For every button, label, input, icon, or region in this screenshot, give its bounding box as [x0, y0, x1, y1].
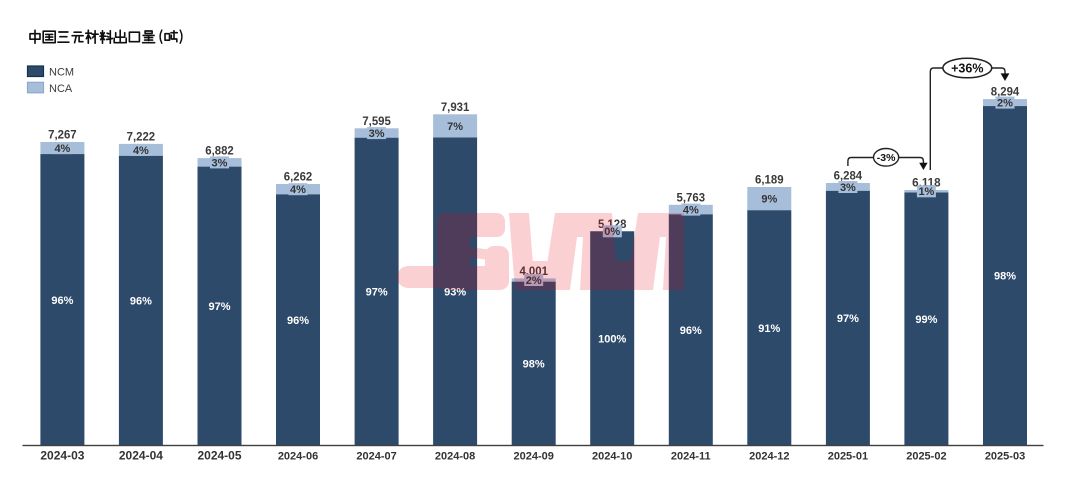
svg-text:2%: 2% — [997, 98, 1013, 110]
svg-text:97%: 97% — [837, 313, 859, 325]
svg-text:96%: 96% — [51, 295, 73, 307]
svg-text:100%: 100% — [598, 333, 626, 345]
svg-text:2024-05: 2024-05 — [197, 449, 241, 463]
svg-text:2024-07: 2024-07 — [356, 451, 396, 463]
svg-text:7%: 7% — [447, 121, 463, 133]
svg-text:97%: 97% — [208, 301, 230, 313]
svg-text:2024-03: 2024-03 — [40, 449, 84, 463]
svg-text:6,284: 6,284 — [834, 171, 863, 183]
svg-text:96%: 96% — [287, 315, 309, 327]
svg-text:0%: 0% — [604, 226, 620, 238]
svg-text:NCM: NCM — [49, 67, 74, 79]
svg-text:6,262: 6,262 — [284, 172, 313, 184]
svg-text:2025-02: 2025-02 — [906, 451, 946, 463]
svg-text:96%: 96% — [680, 325, 702, 337]
svg-text:7,931: 7,931 — [441, 102, 470, 114]
svg-text:96%: 96% — [130, 296, 152, 308]
svg-text:2025-01: 2025-01 — [828, 451, 868, 463]
svg-text:7,222: 7,222 — [127, 132, 156, 144]
svg-text:99%: 99% — [915, 314, 937, 326]
svg-text:91%: 91% — [758, 323, 780, 335]
svg-text:2024-08: 2024-08 — [435, 451, 475, 463]
svg-text:93%: 93% — [444, 286, 466, 298]
svg-text:2024-06: 2024-06 — [278, 451, 318, 463]
svg-text:7,595: 7,595 — [362, 116, 391, 128]
svg-text:-3%: -3% — [877, 152, 896, 164]
svg-text:4%: 4% — [683, 205, 699, 217]
svg-text:3%: 3% — [369, 128, 385, 140]
svg-text:8,294: 8,294 — [991, 87, 1020, 99]
svg-text:97%: 97% — [366, 287, 388, 299]
svg-text:3%: 3% — [212, 157, 228, 169]
svg-text:7,267: 7,267 — [48, 130, 77, 142]
svg-text:2024-11: 2024-11 — [671, 451, 711, 463]
svg-text:NCA: NCA — [49, 83, 73, 95]
svg-text:2024-04: 2024-04 — [119, 449, 163, 463]
svg-text:2024-12: 2024-12 — [749, 451, 789, 463]
svg-text:3%: 3% — [840, 182, 856, 194]
svg-text:4%: 4% — [133, 145, 149, 157]
svg-text:1%: 1% — [918, 186, 934, 198]
svg-text:98%: 98% — [994, 271, 1016, 283]
svg-text:5,763: 5,763 — [677, 192, 706, 204]
svg-text:2024-09: 2024-09 — [514, 451, 554, 463]
svg-text:2025-03: 2025-03 — [985, 451, 1025, 463]
svg-text:+36%: +36% — [951, 61, 983, 75]
svg-text:2024-10: 2024-10 — [592, 451, 632, 463]
svg-text:4%: 4% — [290, 184, 306, 196]
svg-text:6,882: 6,882 — [205, 146, 234, 158]
svg-text:4%: 4% — [54, 143, 70, 155]
svg-text:98%: 98% — [523, 359, 545, 371]
svg-text:6,189: 6,189 — [755, 175, 784, 187]
svg-text:2%: 2% — [526, 275, 542, 287]
svg-text:9%: 9% — [761, 194, 777, 206]
